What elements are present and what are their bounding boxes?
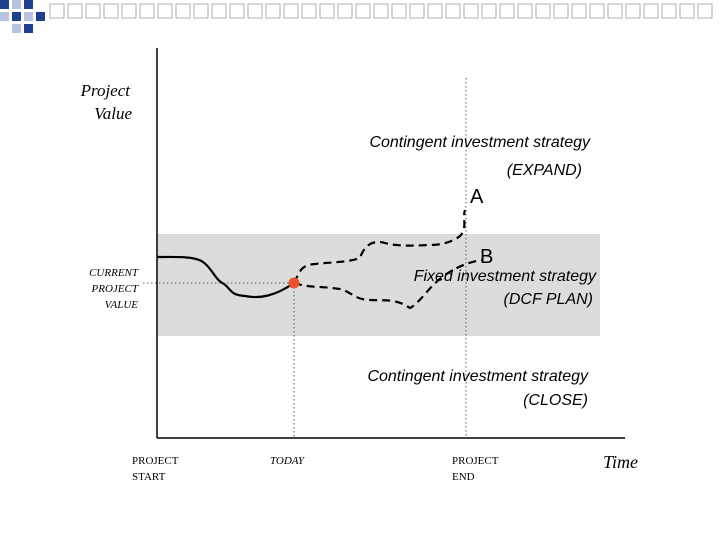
project-start-label-line2: START: [132, 471, 166, 483]
corner-logo-icon: [0, 0, 45, 33]
historical-value-path: [156, 255, 295, 299]
current-value-label-line1: CURRENT: [89, 267, 139, 279]
fixed-path-b: [293, 258, 483, 310]
path-a-label: A: [470, 186, 484, 208]
current-value-label-line3: VALUE: [105, 299, 139, 311]
x-axis-label: Time: [603, 452, 638, 472]
header-decoration: [49, 3, 713, 19]
path-b-label: B: [480, 246, 493, 268]
today-marker-icon: [288, 277, 300, 289]
y-axis-label-line1: Project: [80, 81, 132, 100]
close-strategy-label-line2: (CLOSE): [523, 392, 588, 409]
project-end-label-line2: END: [452, 471, 475, 483]
close-strategy-label-line1: Contingent investment strategy: [367, 368, 589, 385]
expand-strategy-label-line1: Contingent investment strategy: [369, 134, 591, 151]
current-value-label-line2: PROJECT: [91, 283, 139, 295]
fixed-strategy-label-line2: (DCF PLAN): [504, 291, 594, 308]
expand-path-a: [293, 209, 467, 284]
project-end-label-line1: PROJECT: [452, 455, 499, 467]
dcf-range-band: [157, 234, 600, 336]
y-axis-label-line2: Value: [94, 104, 132, 123]
expand-strategy-label-line2: (EXPAND): [507, 162, 582, 179]
today-label: TODAY: [270, 455, 306, 467]
project-start-label-line1: PROJECT: [132, 455, 179, 467]
fixed-strategy-label-line1: Fixed investment strategy: [414, 268, 597, 285]
